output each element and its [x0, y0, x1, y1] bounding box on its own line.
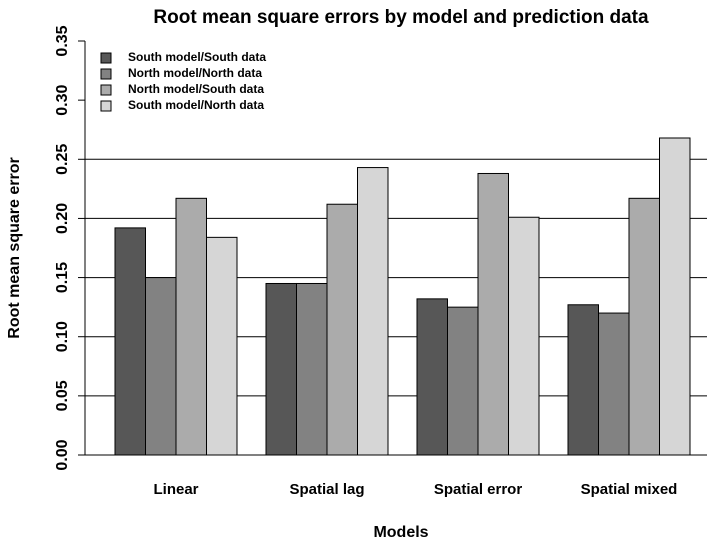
bar [265, 282, 297, 456]
legend-swatch [100, 68, 112, 80]
bar [416, 298, 448, 456]
legend-swatch [100, 52, 112, 64]
y-tick-label: 0.20 [54, 203, 71, 234]
bar [296, 282, 328, 456]
legend-swatch [100, 84, 112, 96]
y-tick-label: 0.30 [54, 84, 71, 115]
bar [357, 167, 389, 456]
y-tick-label: 0.05 [54, 380, 71, 411]
y-tick-label: 0.00 [54, 439, 71, 470]
y-tick-label: 0.15 [54, 262, 71, 293]
legend-label: South model/North data [128, 98, 264, 112]
y-tick-label: 0.35 [54, 25, 71, 56]
bar [114, 227, 146, 456]
legend-label: South model/South data [128, 50, 266, 64]
bar [477, 172, 509, 456]
bar [508, 216, 540, 456]
x-tick-label: Linear [153, 481, 198, 498]
y-tick-label: 0.10 [54, 321, 71, 352]
bar [628, 197, 660, 456]
bar [659, 137, 691, 456]
bar [206, 236, 238, 456]
x-axis-label: Models [373, 524, 428, 541]
y-tick-label: 0.25 [54, 144, 71, 175]
y-axis-label: Root mean square error [6, 157, 23, 338]
bar [175, 197, 207, 456]
bar [567, 304, 599, 456]
bar [598, 312, 630, 456]
bar [447, 306, 479, 456]
bar [326, 203, 358, 456]
chart-title: Root mean square errors by model and pre… [153, 7, 649, 28]
legend-swatch [100, 100, 112, 112]
x-tick-label: Spatial lag [289, 481, 364, 498]
x-tick-label: Spatial mixed [581, 481, 678, 498]
x-tick-label: Spatial error [434, 481, 523, 498]
legend-label: North model/North data [128, 66, 262, 80]
legend-label: North model/South data [128, 82, 264, 96]
bar [145, 277, 177, 456]
